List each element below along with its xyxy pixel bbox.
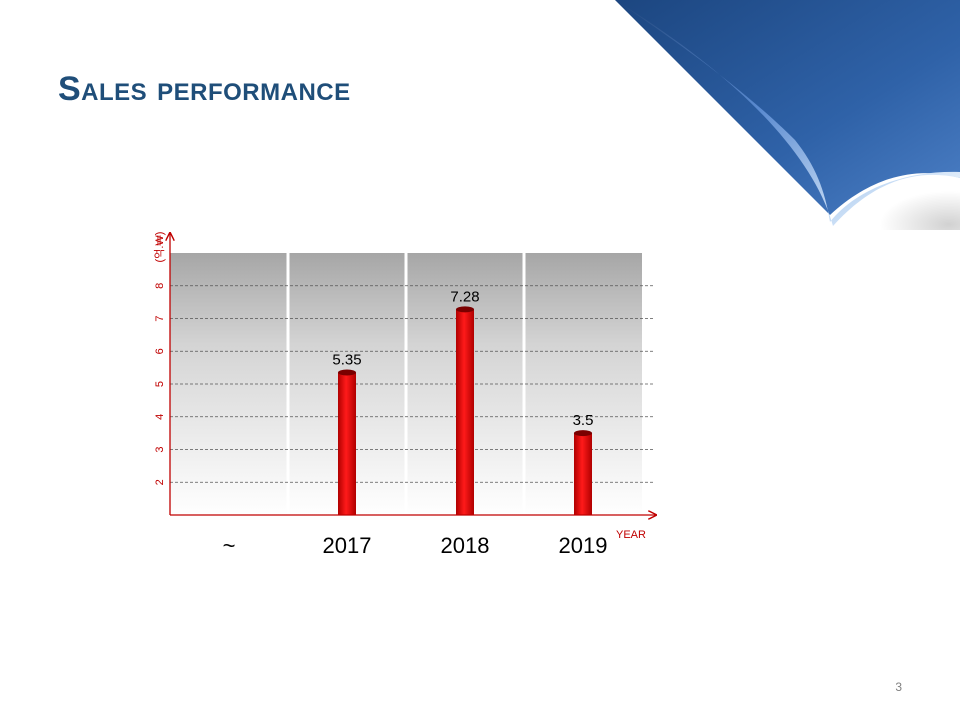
bar-2017 <box>338 372 356 515</box>
bar-2018 <box>456 309 474 515</box>
axes <box>170 233 656 515</box>
x-tick-label: 2018 <box>441 533 490 558</box>
bar-2019 <box>574 433 592 515</box>
data-label: 5.35 <box>332 352 361 369</box>
page-number: 3 <box>895 680 902 694</box>
y-tick-label: 6 <box>154 348 166 354</box>
y-tick-label: 8 <box>154 283 166 289</box>
y-tick-label: 7 <box>154 315 166 321</box>
y-tick-label: 3 <box>154 446 166 452</box>
sales-bar-chart: 2 3 4 5 6 7 8 ~5.35 2017 7.28 2018 3.5 2019 (억.₩) YEAR <box>153 232 670 558</box>
slide-title: Sales performance <box>58 70 351 108</box>
x-tick-label: 2019 <box>559 533 608 558</box>
x-axis-title: YEAR <box>616 529 646 541</box>
y-tick-label: 4 <box>154 414 166 420</box>
y-tick-label: 2 <box>154 479 166 485</box>
bar-top <box>456 306 474 313</box>
y-axis-title: (억.₩) <box>153 232 166 263</box>
gridlines <box>170 285 654 483</box>
data-label: 7.28 <box>450 288 479 305</box>
bars <box>338 306 592 515</box>
bar-top <box>574 430 592 437</box>
bar-top <box>338 369 356 376</box>
column-separator <box>522 253 526 515</box>
x-tick-label: ~ <box>223 533 236 558</box>
chart-labels: 2 3 4 5 6 7 8 ~5.35 2017 7.28 2018 3.5 2019 (억.₩) YEAR <box>153 232 646 558</box>
x-tick-label: 2017 <box>323 533 372 558</box>
page-curl-decoration <box>615 0 960 230</box>
y-tick-label: 5 <box>154 381 166 387</box>
data-label: 3.5 <box>573 412 594 429</box>
